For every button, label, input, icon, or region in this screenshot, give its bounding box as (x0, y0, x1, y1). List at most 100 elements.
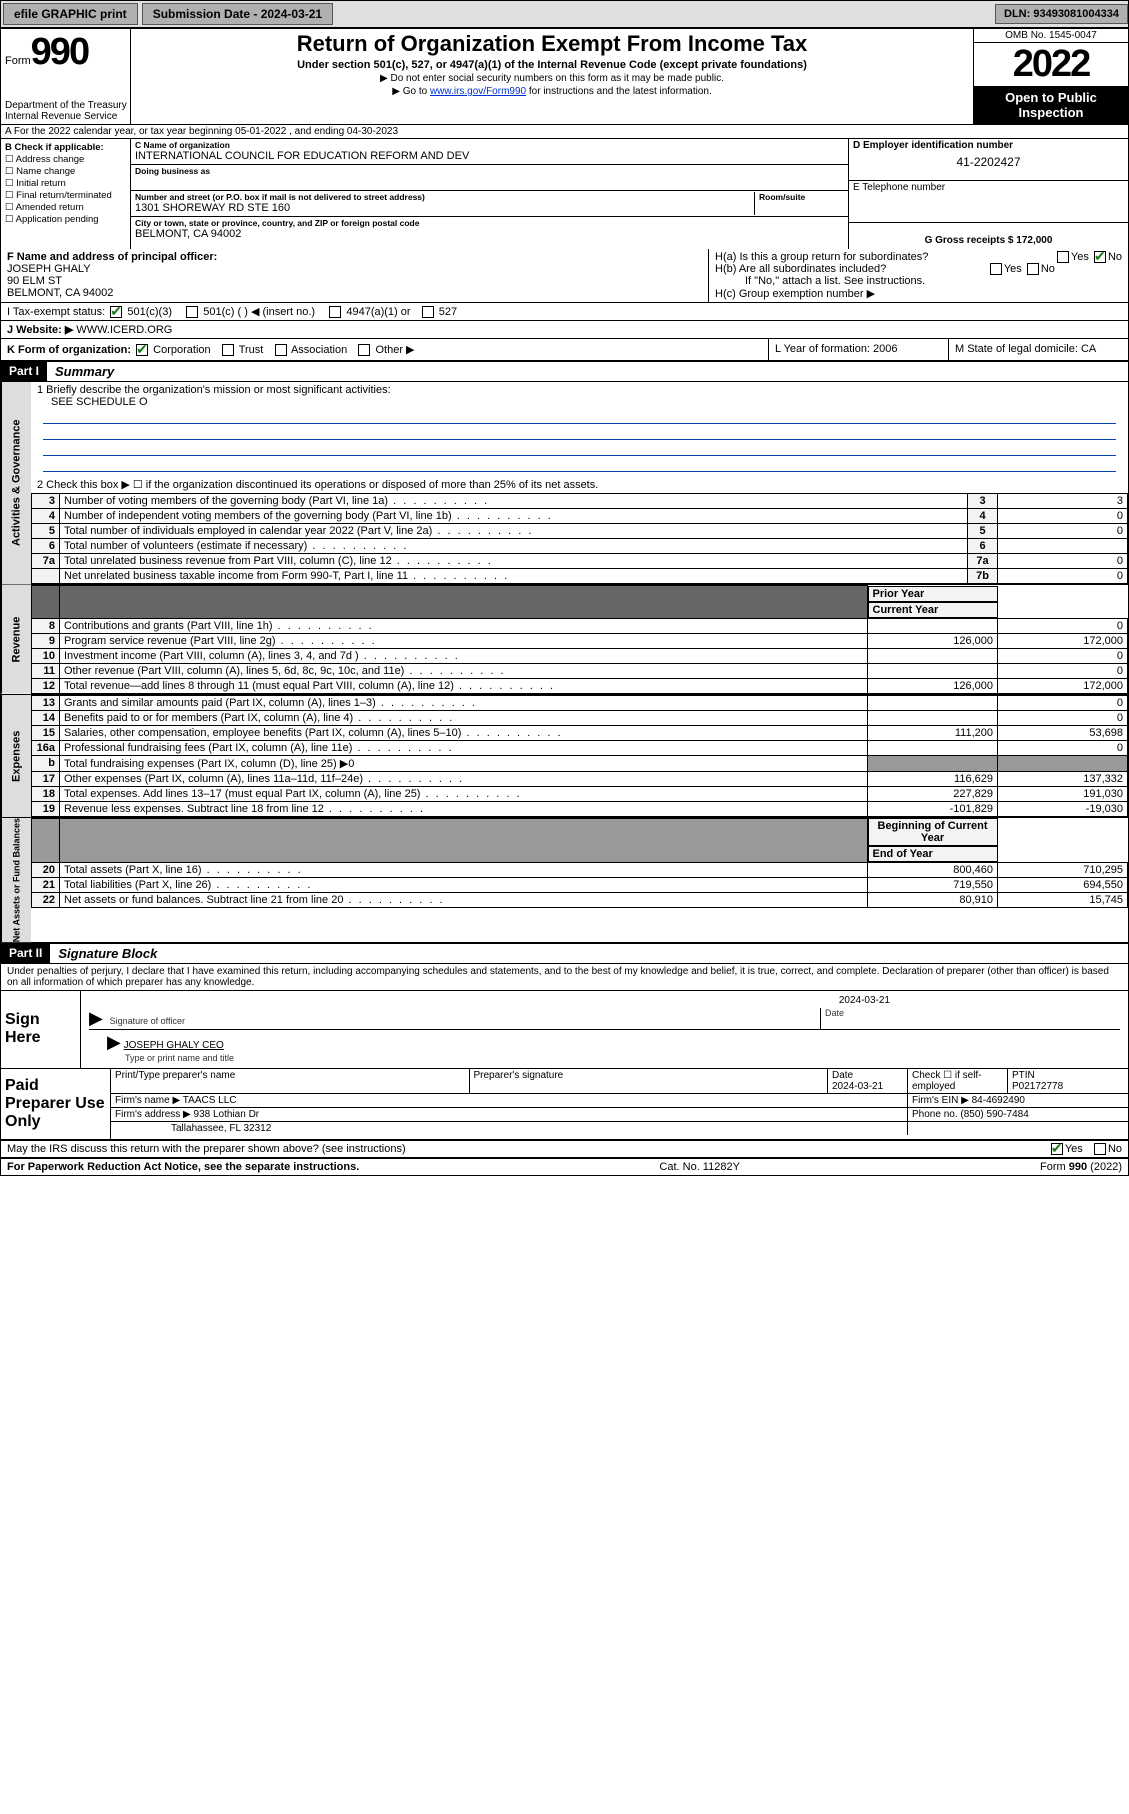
prep-ptin-val: P02172778 (1012, 1081, 1063, 1092)
chk-corp[interactable] (136, 344, 148, 356)
inst2-prefix: ▶ Go to (392, 86, 430, 97)
opt-501c: 501(c) ( ) ◀ (insert no.) (203, 306, 315, 318)
governance-table: 3Number of voting members of the governi… (31, 493, 1128, 584)
ha-no-checkbox[interactable] (1094, 251, 1106, 263)
firm-ein-label: Firm's EIN ▶ (912, 1095, 969, 1106)
entity-block: B Check if applicable: Address change Na… (1, 139, 1128, 249)
chk-501c3[interactable] (110, 306, 122, 318)
firm-phone-label: Phone no. (912, 1109, 958, 1120)
expenses-table: 13Grants and similar amounts paid (Part … (31, 695, 1128, 817)
form-prefix: Form (5, 55, 31, 67)
block-h: H(a) Is this a group return for subordin… (708, 249, 1128, 302)
ein-value: 41-2202427 (853, 151, 1124, 173)
revenue-table: Prior YearCurrent Year8Contributions and… (31, 585, 1128, 694)
mission-line (43, 426, 1116, 440)
inst-1: ▶ Do not enter social security numbers o… (139, 73, 965, 84)
opt-corp: Corporation (153, 344, 210, 356)
chk-initial-return[interactable]: Initial return (5, 178, 126, 189)
sign-here-label: Sign Here (1, 991, 81, 1068)
opt-assoc: Association (291, 344, 347, 356)
line1-label: 1 Briefly describe the organization's mi… (37, 384, 1122, 396)
prep-ptin-hdr: PTIN (1012, 1070, 1035, 1081)
dln-label: DLN: 93493081004334 (995, 4, 1128, 24)
side-expenses: Expenses (1, 695, 31, 817)
discuss-yes-checkbox[interactable] (1051, 1143, 1063, 1155)
hc-label: H(c) Group exemption number ▶ (715, 287, 1122, 300)
gross-receipts: G Gross receipts $ 172,000 (925, 235, 1053, 246)
state-domicile: M State of legal domicile: CA (948, 339, 1128, 360)
officer-label: F Name and address of principal officer: (7, 251, 702, 263)
opt-other: Other ▶ (375, 344, 414, 356)
part1-title: Summary (47, 362, 122, 381)
form-page: Form990 Department of the Treasury Inter… (0, 28, 1129, 1176)
city-value: BELMONT, CA 94002 (135, 228, 844, 240)
hb-yes-checkbox[interactable] (990, 263, 1002, 275)
prep-name-hdr: Print/Type preparer's name (115, 1070, 235, 1081)
tax-year: 2022 (974, 43, 1128, 86)
chk-app-pending[interactable]: Application pending (5, 214, 126, 225)
sig-name: JOSEPH GHALY CEO (124, 1040, 224, 1051)
irs-link[interactable]: www.irs.gov/Form990 (430, 86, 526, 97)
officer-addr1: 90 ELM ST (7, 275, 702, 287)
website-value: WWW.ICERD.ORG (76, 324, 172, 336)
discuss-no: No (1108, 1143, 1122, 1155)
sig-name-label: Type or print name and title (107, 1051, 238, 1065)
chk-amended[interactable]: Amended return (5, 202, 126, 213)
chk-assoc[interactable] (275, 344, 287, 356)
submission-date-button[interactable]: Submission Date - 2024-03-21 (142, 3, 333, 25)
room-label: Room/suite (759, 192, 844, 202)
chk-527[interactable] (422, 306, 434, 318)
addr-value: 1301 SHOREWAY RD STE 160 (135, 202, 754, 214)
chk-name-change[interactable]: Name change (5, 166, 126, 177)
firm-addr2: Tallahassee, FL 32312 (111, 1122, 908, 1135)
line-a: A For the 2022 calendar year, or tax yea… (1, 125, 1128, 139)
block-b: B Check if applicable: Address change Na… (1, 139, 131, 249)
chk-4947[interactable] (329, 306, 341, 318)
hb-no-checkbox[interactable] (1027, 263, 1039, 275)
opt-527: 527 (439, 306, 457, 318)
form-title: Return of Organization Exempt From Incom… (139, 31, 965, 57)
chk-address-change[interactable]: Address change (5, 154, 126, 165)
discuss-no-checkbox[interactable] (1094, 1143, 1106, 1155)
omb-label: OMB No. 1545-0047 (974, 29, 1128, 43)
firm-name-label: Firm's name ▶ (115, 1095, 180, 1106)
tax-exempt-label: I Tax-exempt status: (7, 306, 105, 318)
discuss-yes: Yes (1065, 1143, 1083, 1155)
page-footer: For Paperwork Reduction Act Notice, see … (1, 1159, 1128, 1175)
side-revenue: Revenue (1, 585, 31, 694)
form-990: 990 (31, 31, 88, 73)
prep-sig-hdr: Preparer's signature (474, 1070, 564, 1081)
line-k: K Form of organization: Corporation Trus… (1, 339, 1128, 362)
ha-yes-label: Yes (1071, 251, 1089, 263)
sign-date: 2024-03-21 (89, 995, 1120, 1006)
chk-other[interactable] (358, 344, 370, 356)
form-ref: Form 990 (2022) (1040, 1161, 1122, 1173)
firm-ein: 84-4692490 (972, 1095, 1025, 1106)
form-subtitle: Under section 501(c), 527, or 4947(a)(1)… (139, 59, 965, 71)
city-label: City or town, state or province, country… (135, 218, 844, 228)
top-toolbar: efile GRAPHIC print Submission Date - 20… (0, 0, 1129, 28)
mission-line (43, 442, 1116, 456)
open-to-public: Open to Public Inspection (974, 86, 1128, 124)
inst2-suffix: for instructions and the latest informat… (526, 86, 712, 97)
firm-addr: 938 Lothian Dr (194, 1109, 260, 1120)
pra-notice: For Paperwork Reduction Act Notice, see … (7, 1161, 359, 1173)
ha-yes-checkbox[interactable] (1057, 251, 1069, 263)
block-b-title: B Check if applicable: (5, 142, 126, 153)
form-title-box: Return of Organization Exempt From Incom… (131, 29, 973, 124)
block-c: C Name of organization INTERNATIONAL COU… (131, 139, 848, 249)
chk-final-return[interactable]: Final return/terminated (5, 190, 126, 201)
efile-button[interactable]: efile GRAPHIC print (3, 3, 138, 25)
block-f: F Name and address of principal officer:… (1, 249, 708, 302)
opt-501c3: 501(c)(3) (127, 306, 172, 318)
dept-label: Department of the Treasury Internal Reve… (5, 100, 127, 122)
prep-date-val: 2024-03-21 (832, 1081, 883, 1092)
line1-value: SEE SCHEDULE O (37, 396, 1122, 408)
chk-501c[interactable] (186, 306, 198, 318)
side-governance: Activities & Governance (1, 382, 31, 584)
part2-title: Signature Block (50, 944, 165, 963)
hb-note: If "No," attach a list. See instructions… (715, 275, 1122, 287)
opt-4947: 4947(a)(1) or (346, 306, 410, 318)
chk-trust[interactable] (222, 344, 234, 356)
mission-line (43, 458, 1116, 472)
